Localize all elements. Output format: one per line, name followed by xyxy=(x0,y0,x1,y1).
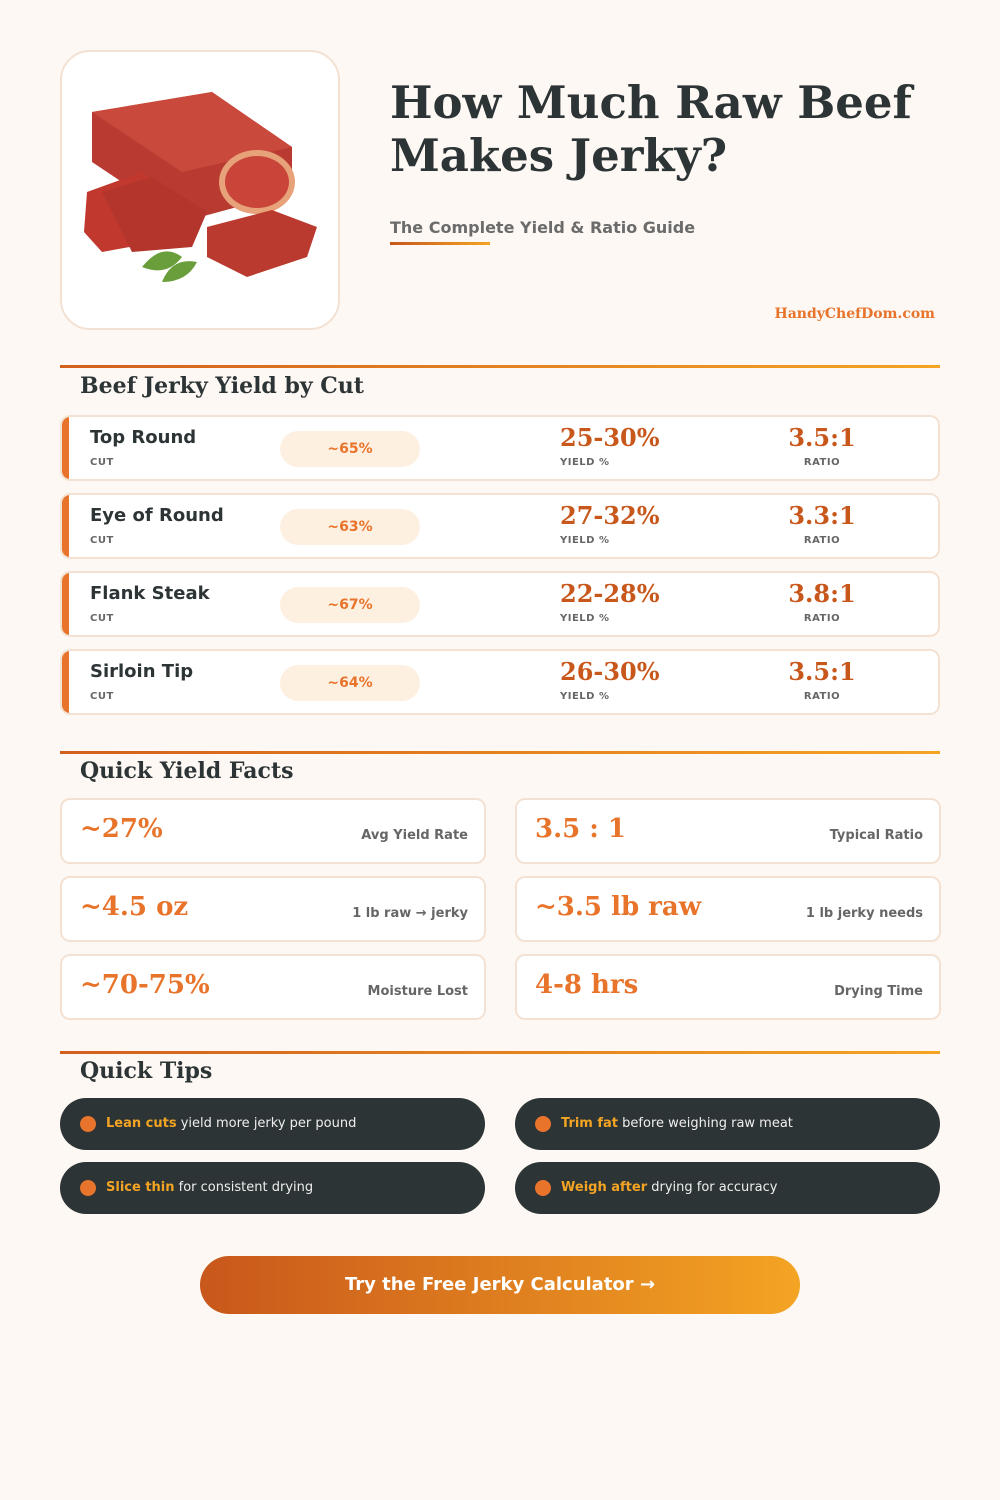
ratio-label: RATIO xyxy=(803,457,841,468)
cut-label: CUT xyxy=(90,535,114,546)
page-subtitle: The Complete Yield & Ratio Guide xyxy=(390,218,696,237)
bullet-dot-icon xyxy=(80,1116,96,1132)
yield-label: YIELD % xyxy=(560,457,610,468)
bullet-dot-icon xyxy=(535,1180,551,1196)
tip-pill: Lean cuts yield more jerky per pound xyxy=(60,1098,485,1150)
cut-row: Flank Steak CUT ~67% 22-28% YIELD % 3.8:… xyxy=(60,571,940,637)
subtitle-underline xyxy=(390,242,490,245)
section-divider xyxy=(60,1051,940,1054)
site-link[interactable]: HandyChefDom.com xyxy=(774,306,936,322)
jerky-calculator-button[interactable]: Try the Free Jerky Calculator → xyxy=(200,1256,800,1314)
section-divider xyxy=(60,751,940,754)
fact-card: ~4.5 oz 1 lb raw → jerky xyxy=(60,876,486,942)
cut-row: Eye of Round CUT ~63% 27-32% YIELD % 3.3… xyxy=(60,493,940,559)
tip-keyword: Trim fat xyxy=(561,1116,619,1131)
yield-label: YIELD % xyxy=(560,691,610,702)
tip-pill: Slice thin for consistent drying xyxy=(60,1162,485,1214)
section-divider xyxy=(60,365,940,368)
tip-keyword: Slice thin xyxy=(106,1180,175,1195)
bullet-dot-icon xyxy=(80,1180,96,1196)
facts-heading: Quick Yield Facts xyxy=(80,758,294,784)
beef-illustration-card xyxy=(60,50,340,330)
fact-value: 3.5 : 1 xyxy=(535,814,627,844)
row-accent-bar xyxy=(62,573,69,635)
lean-percent-badge: ~63% xyxy=(280,509,420,545)
fact-caption: 1 lb raw → jerky xyxy=(352,906,468,921)
yield-label: YIELD % xyxy=(560,535,610,546)
raw-beef-illustration xyxy=(84,92,317,282)
fact-caption: Typical Ratio xyxy=(829,828,923,843)
cut-name: Sirloin Tip xyxy=(90,661,194,682)
row-accent-bar xyxy=(62,417,69,479)
yield-value: 25-30% xyxy=(560,423,660,452)
row-accent-bar xyxy=(62,495,69,557)
ratio-value: 3.3:1 xyxy=(788,501,856,530)
fact-value: ~3.5 lb raw xyxy=(535,892,702,922)
cut-row: Sirloin Tip CUT ~64% 26-30% YIELD % 3.5:… xyxy=(60,649,940,715)
page-title: How Much Raw Beef Makes Jerky? xyxy=(390,76,912,182)
cut-name: Flank Steak xyxy=(90,583,210,604)
cut-label: CUT xyxy=(90,457,114,468)
tip-keyword: Lean cuts xyxy=(106,1116,177,1131)
lean-percent-badge: ~65% xyxy=(280,431,420,467)
tips-heading: Quick Tips xyxy=(80,1058,213,1084)
ratio-label: RATIO xyxy=(803,691,841,702)
ratio-value: 3.8:1 xyxy=(788,579,856,608)
fact-value: ~4.5 oz xyxy=(80,892,189,922)
yield-value: 26-30% xyxy=(560,657,660,686)
cut-label: CUT xyxy=(90,691,114,702)
fact-card: ~3.5 lb raw 1 lb jerky needs xyxy=(515,876,941,942)
fact-value: 4-8 hrs xyxy=(535,970,639,1000)
tip-pill: Trim fat before weighing raw meat xyxy=(515,1098,940,1150)
fact-value: ~70-75% xyxy=(80,970,210,1000)
cut-label: CUT xyxy=(90,613,114,624)
tip-text: before weighing raw meat xyxy=(618,1116,793,1131)
ratio-label: RATIO xyxy=(803,613,841,624)
fact-card: ~27% Avg Yield Rate xyxy=(60,798,486,864)
row-accent-bar xyxy=(62,651,69,713)
tip-text: for consistent drying xyxy=(174,1180,314,1195)
cut-row: Top Round CUT ~65% 25-30% YIELD % 3.5:1 … xyxy=(60,415,940,481)
fact-value: ~27% xyxy=(80,814,163,844)
fact-card: ~70-75% Moisture Lost xyxy=(60,954,486,1020)
cut-name: Top Round xyxy=(90,427,197,448)
yield-value: 27-32% xyxy=(560,501,660,530)
cuts-heading: Beef Jerky Yield by Cut xyxy=(80,373,364,399)
fact-caption: Avg Yield Rate xyxy=(361,828,468,843)
cut-name: Eye of Round xyxy=(90,505,224,526)
bullet-dot-icon xyxy=(535,1116,551,1132)
fact-card: 3.5 : 1 Typical Ratio xyxy=(515,798,941,864)
ratio-value: 3.5:1 xyxy=(788,657,856,686)
yield-label: YIELD % xyxy=(560,613,610,624)
yield-value: 22-28% xyxy=(560,579,660,608)
fact-caption: Moisture Lost xyxy=(367,984,468,999)
ratio-value: 3.5:1 xyxy=(788,423,856,452)
tip-pill: Weigh after drying for accuracy xyxy=(515,1162,940,1214)
tip-text: yield more jerky per pound xyxy=(176,1116,357,1131)
ratio-label: RATIO xyxy=(803,535,841,546)
lean-percent-badge: ~67% xyxy=(280,587,420,623)
fact-caption: Drying Time xyxy=(834,984,923,999)
lean-percent-badge: ~64% xyxy=(280,665,420,701)
fact-card: 4-8 hrs Drying Time xyxy=(515,954,941,1020)
tip-keyword: Weigh after xyxy=(561,1180,648,1195)
tip-text: drying for accuracy xyxy=(647,1180,778,1195)
fact-caption: 1 lb jerky needs xyxy=(805,906,923,921)
